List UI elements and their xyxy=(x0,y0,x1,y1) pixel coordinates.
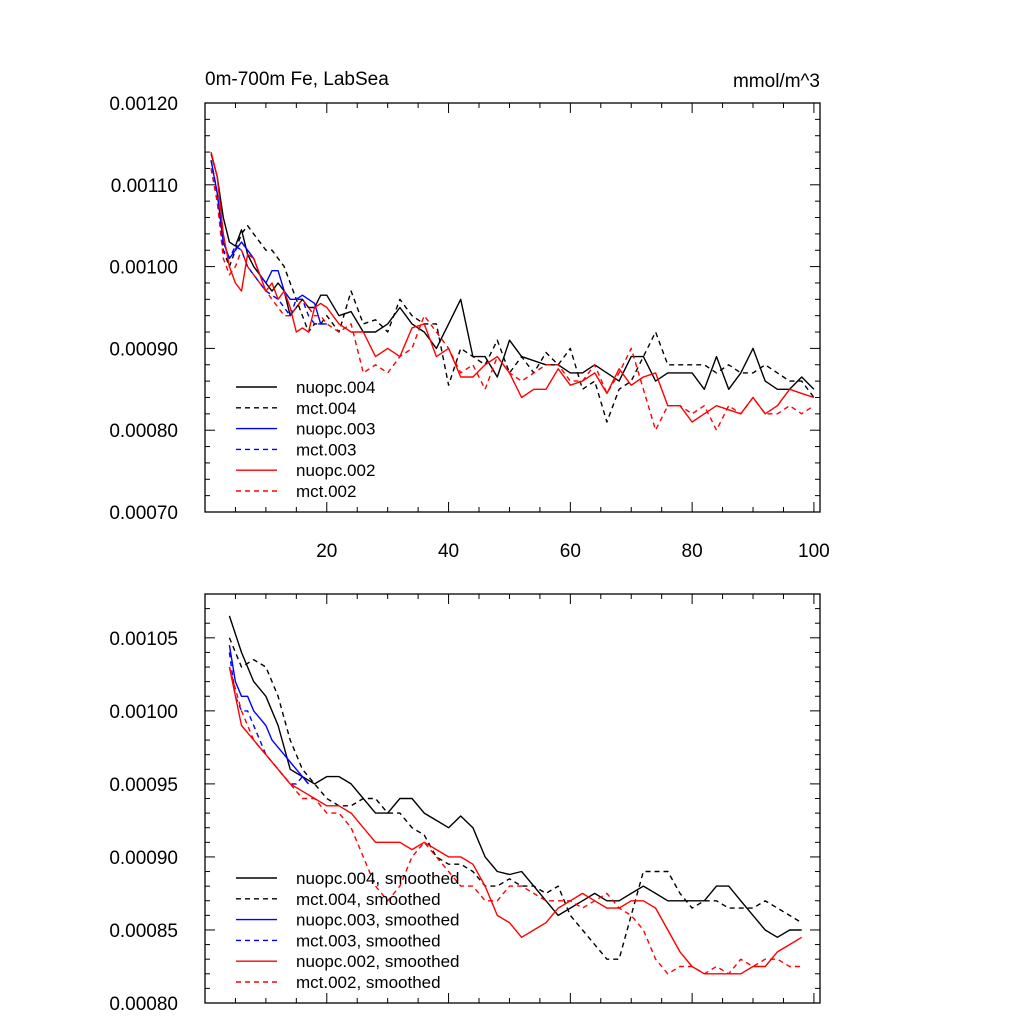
x-tick-label: 80 xyxy=(682,541,703,562)
series-line xyxy=(228,615,802,938)
legend-label: nuopc.003 xyxy=(296,420,375,439)
series-line xyxy=(210,160,327,325)
y-tick-label: 0.00105 xyxy=(109,629,178,650)
series-line xyxy=(210,168,815,431)
legend-label: mct.003, smoothed xyxy=(296,931,441,950)
legend-label: nuopc.003, smoothed xyxy=(296,911,460,930)
legend-label: mct.004 xyxy=(296,399,356,418)
plot-frame xyxy=(204,102,821,513)
legend-label: mct.003 xyxy=(296,440,356,459)
top-panel: 20 40 60 80 100 0.00070 0.00080 0.00090 0.00100 0… xyxy=(109,94,829,562)
x-tick-label: 60 xyxy=(560,541,581,562)
series-line xyxy=(228,652,310,785)
x-tick-label: 100 xyxy=(798,541,830,562)
y-tick-label: 0.00080 xyxy=(109,994,178,1015)
series-line xyxy=(210,151,815,423)
series-line xyxy=(228,666,803,975)
series-line xyxy=(228,644,310,785)
y-tick-label: 0.00120 xyxy=(109,94,178,115)
legend-label: nuopc.004 xyxy=(296,378,375,397)
y-tick-label: 0.00090 xyxy=(109,848,178,869)
y-tick-label: 0.00070 xyxy=(109,503,178,524)
y-tick-label: 0.00095 xyxy=(109,775,178,796)
chart-title: 0m-700m Fe, LabSea xyxy=(205,69,389,90)
units-label: mmol/m^3 xyxy=(733,71,820,92)
legend-label: nuopc.002 xyxy=(296,461,375,480)
legend-label: nuopc.004, smoothed xyxy=(296,869,460,888)
series-line xyxy=(210,160,815,423)
series-line xyxy=(228,666,802,975)
series-line xyxy=(210,153,815,390)
y-tick-label: 0.00100 xyxy=(109,702,178,723)
bottom-panel: 0.00080 0.00085 0.00090 0.00095 0.00100 0.001… xyxy=(109,593,821,1015)
legend-label: mct.002 xyxy=(296,482,356,501)
series-line xyxy=(210,168,327,325)
legend-label: mct.002, smoothed xyxy=(296,973,441,992)
x-tick-label: 40 xyxy=(438,541,459,562)
y-tick-label: 0.00100 xyxy=(109,258,178,279)
series-line xyxy=(228,637,803,960)
y-tick-label: 0.00080 xyxy=(109,421,178,442)
y-tick-label: 0.00110 xyxy=(111,176,178,197)
legend-label: nuopc.002, smoothed xyxy=(296,952,460,971)
x-tick-label: 20 xyxy=(316,541,337,562)
legend-label: mct.004, smoothed xyxy=(296,890,441,909)
y-tick-label: 0.00090 xyxy=(109,339,178,360)
y-tick-label: 0.00085 xyxy=(109,921,178,942)
